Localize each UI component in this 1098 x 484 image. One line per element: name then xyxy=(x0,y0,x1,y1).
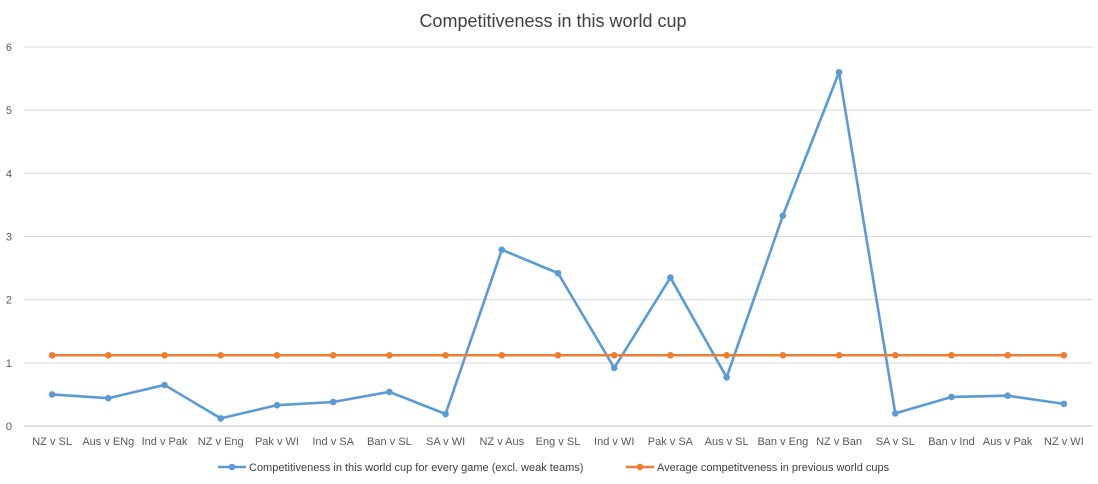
series-1 xyxy=(48,68,1068,422)
data-point xyxy=(329,351,337,359)
x-tick-label: NZ v WI xyxy=(1044,436,1084,448)
y-axis-tick-labels: 0 1 2 3 4 5 6 xyxy=(6,42,12,433)
y-tick-label: 2 xyxy=(6,295,12,307)
data-point xyxy=(1004,351,1011,359)
legend-swatch-marker xyxy=(636,463,644,471)
data-point xyxy=(498,246,506,254)
data-point xyxy=(554,351,562,359)
x-tick-label: Pak v SA xyxy=(648,436,694,448)
data-point xyxy=(217,415,225,422)
data-point xyxy=(891,410,899,417)
x-tick-label: SA v WI xyxy=(426,436,465,448)
data-point xyxy=(667,351,674,359)
data-point xyxy=(779,351,787,359)
data-point xyxy=(948,351,955,359)
series-layer xyxy=(48,68,1068,422)
legend-label: Average competitveness in previous world… xyxy=(657,462,890,474)
x-tick-label: Aus v ENg xyxy=(82,436,134,448)
data-point xyxy=(273,401,281,409)
data-point xyxy=(386,351,393,359)
y-tick-label: 0 xyxy=(6,421,12,433)
data-point xyxy=(1060,400,1068,408)
data-point xyxy=(105,351,112,359)
x-tick-label: Pak v WI xyxy=(255,436,299,448)
data-point xyxy=(329,398,337,406)
series-line xyxy=(52,70,1065,420)
x-tick-label: NZ v Ban xyxy=(816,436,862,448)
data-point xyxy=(48,391,56,398)
data-point xyxy=(1004,392,1011,399)
data-point xyxy=(948,393,955,401)
legend-swatch-marker xyxy=(228,463,236,471)
chart-title: Competitiveness in this world cup xyxy=(419,11,686,31)
data-point xyxy=(386,388,393,396)
y-tick-label: 1 xyxy=(6,358,12,370)
data-point xyxy=(1060,351,1068,359)
legend: Competitiveness in this world cup for ev… xyxy=(218,462,890,474)
x-tick-label: Aus v Pak xyxy=(983,436,1033,448)
x-tick-label: Ban v Eng xyxy=(757,436,808,448)
x-tick-label: NZ v Aus xyxy=(479,436,524,448)
data-point xyxy=(610,364,618,372)
data-point xyxy=(891,351,899,359)
data-point xyxy=(610,351,618,359)
legend-item: Average competitveness in previous world… xyxy=(626,462,890,474)
data-point xyxy=(105,394,112,402)
data-point xyxy=(835,351,843,359)
data-point xyxy=(835,68,843,76)
data-point xyxy=(217,351,225,359)
x-tick-label: Ind v SA xyxy=(312,436,354,448)
series-2 xyxy=(48,351,1068,359)
data-point xyxy=(723,351,730,359)
data-point xyxy=(48,351,56,359)
y-tick-label: 3 xyxy=(6,232,12,244)
data-point xyxy=(667,274,674,281)
legend-item: Competitiveness in this world cup for ev… xyxy=(218,462,583,474)
data-point xyxy=(442,410,449,418)
data-point xyxy=(273,351,281,359)
x-tick-label: Eng v SL xyxy=(536,436,581,448)
x-axis-tick-labels: NZ v SL Aus v ENg Ind v Pak NZ v Eng Pak v W… xyxy=(32,436,1084,448)
x-tick-label: Ban v Ind xyxy=(928,436,974,448)
data-point xyxy=(442,351,449,359)
x-tick-label: SA v SL xyxy=(876,436,915,448)
legend-label: Competitiveness in this world cup for ev… xyxy=(249,462,583,474)
x-tick-label: Ind v WI xyxy=(594,436,634,448)
x-tick-label: NZ v SL xyxy=(32,436,72,448)
data-point xyxy=(161,351,168,359)
gridlines xyxy=(24,46,1092,427)
data-point xyxy=(498,351,506,359)
x-tick-label: Ban v SL xyxy=(367,436,412,448)
x-tick-label: NZ v Eng xyxy=(198,436,244,448)
y-tick-label: 4 xyxy=(6,168,12,180)
data-point xyxy=(779,212,787,219)
x-tick-label: Ind v Pak xyxy=(142,436,188,448)
data-point xyxy=(161,381,168,389)
data-point xyxy=(723,374,730,381)
y-tick-label: 5 xyxy=(6,105,12,117)
y-tick-label: 6 xyxy=(6,42,12,54)
x-tick-label: Aus v SL xyxy=(705,436,749,448)
data-point xyxy=(554,269,562,277)
